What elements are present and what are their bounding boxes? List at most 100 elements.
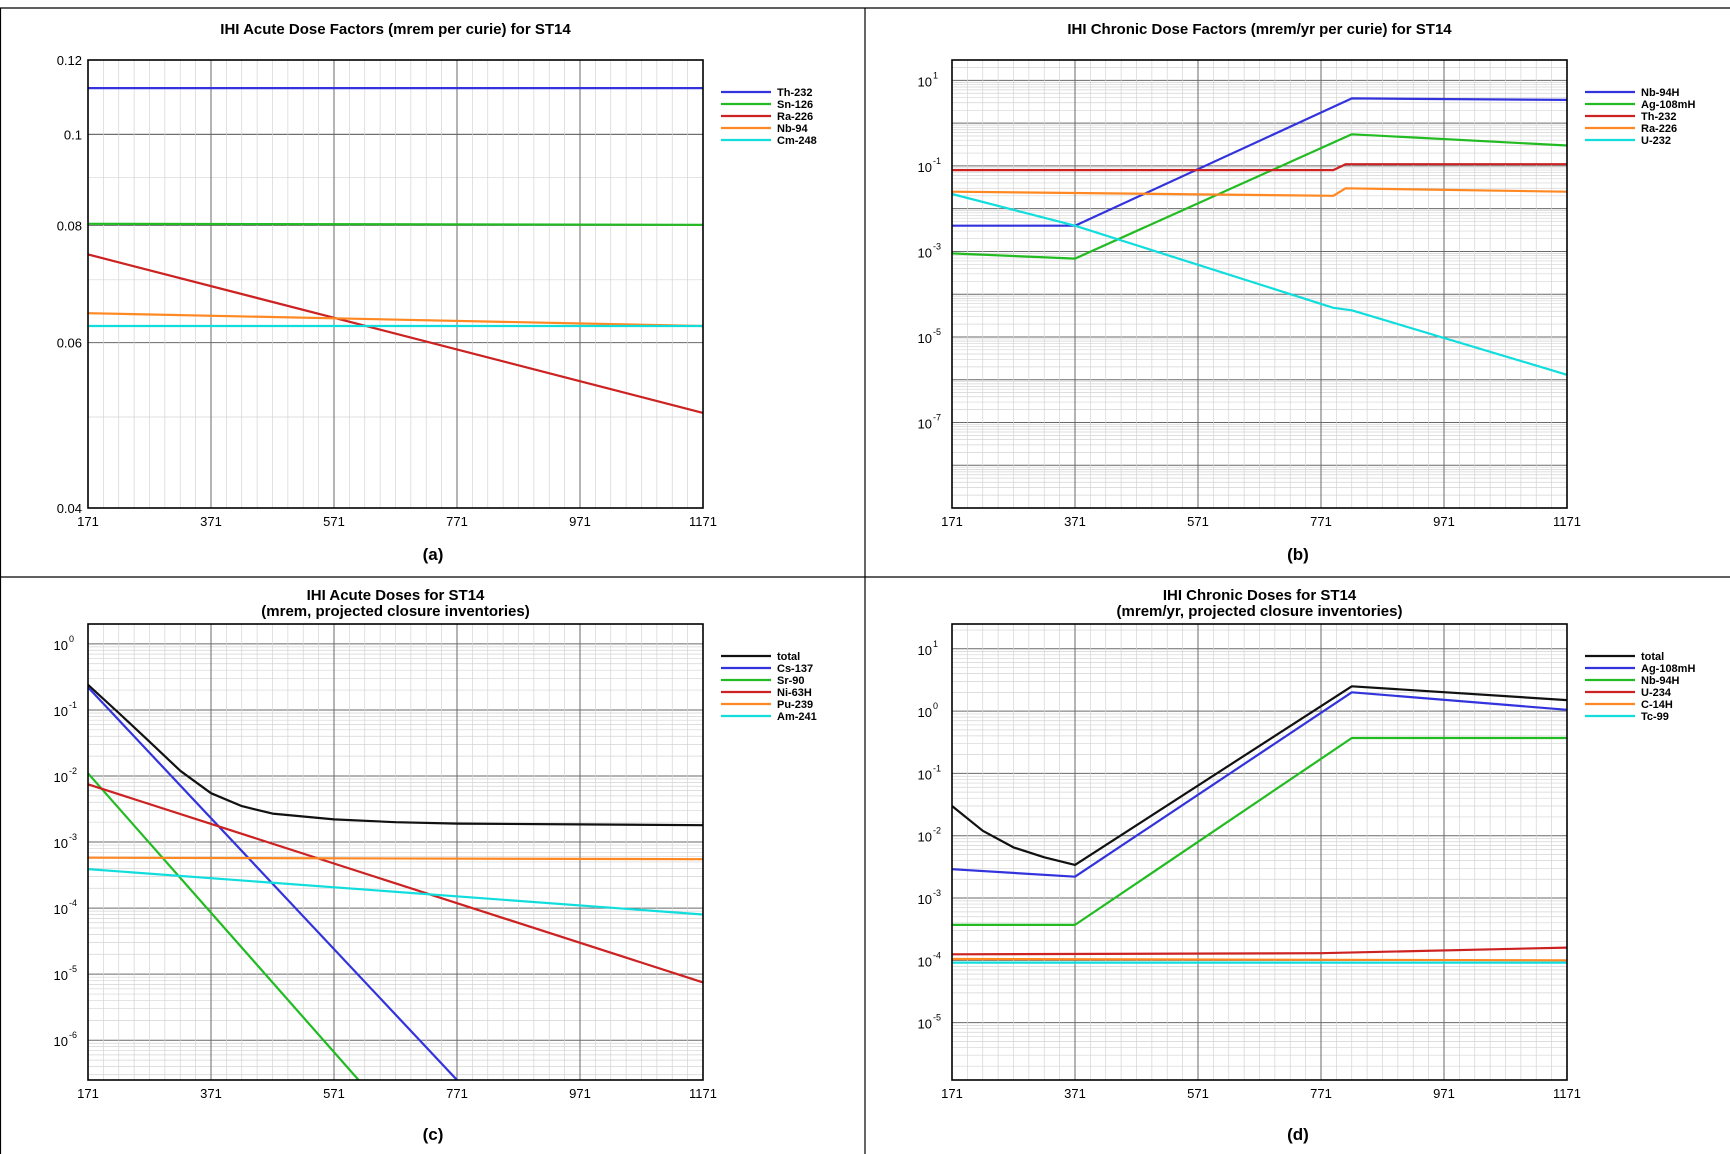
plot-frame [87, 59, 704, 509]
x-tick-label: 971 [1433, 1086, 1455, 1101]
series-line-nb-94 [87, 312, 704, 328]
y-tick-exponent: -3 [933, 888, 941, 898]
legend-label: Cm-248 [777, 135, 817, 147]
series-line-ag-108mh [951, 133, 1568, 260]
legend-label: Ag-108mH [1641, 99, 1695, 111]
y-tick-exponent: 1 [933, 639, 938, 649]
y-tick-label: 10 [54, 704, 68, 719]
chart-subtitle: (mrem, projected closure inventories) [261, 603, 529, 620]
y-tick-label: 0.12 [57, 53, 82, 68]
x-tick-label: 571 [323, 1086, 345, 1101]
x-tick-label: 1171 [689, 1086, 717, 1101]
y-tick-label: 0.04 [57, 501, 82, 516]
legend-label: Th-232 [1641, 111, 1676, 123]
y-tick-label: 10 [918, 830, 932, 845]
plot-frame [87, 623, 704, 1081]
legend-label: Sr-90 [777, 675, 805, 687]
legend-label: Ra-226 [1641, 123, 1677, 135]
x-tick-label: 971 [569, 1086, 591, 1101]
series-line-ra-226 [87, 253, 704, 414]
chart-title: IHI Chronic Doses for ST14 [1163, 587, 1357, 604]
panel-borders [0, 7, 1730, 1154]
chart-2: IHI Acute Doses for ST14(mrem, projected… [54, 587, 817, 1144]
grid [87, 59, 704, 509]
x-tick-label: 971 [569, 514, 591, 529]
panel-caption: (a) [423, 545, 444, 564]
legend-label: total [1641, 651, 1664, 663]
y-tick-label: 10 [918, 892, 932, 907]
panel-caption: (c) [423, 1125, 444, 1144]
y-tick-exponent: -1 [933, 763, 941, 773]
y-tick-exponent: 1 [933, 70, 938, 80]
chart-3: IHI Chronic Doses for ST14(mrem/yr, proj… [918, 587, 1696, 1144]
y-tick-exponent: -2 [69, 766, 77, 776]
series-line-nb-94h [952, 736, 1567, 927]
legend-label: Cs-137 [777, 663, 813, 675]
series-line-sr-90 [87, 772, 360, 1081]
y-tick-label: 10 [54, 638, 68, 653]
legend-label: total [777, 651, 800, 663]
legend-label: Ni-63H [777, 687, 812, 699]
x-tick-label: 371 [200, 514, 222, 529]
legend-label: Th-232 [777, 87, 812, 99]
legend-label: Tc-99 [1641, 711, 1669, 723]
series-line-total [87, 683, 704, 827]
series-line-c-14h [951, 957, 1568, 962]
y-tick-exponent: -1 [69, 700, 77, 710]
x-tick-label: 771 [1310, 514, 1332, 529]
y-tick-exponent: -3 [69, 832, 77, 842]
x-tick-label: 971 [1433, 514, 1455, 529]
legend-label: U-234 [1641, 687, 1672, 699]
y-tick-label: 10 [918, 160, 932, 175]
x-tick-label: 571 [1187, 514, 1209, 529]
y-tick-exponent: -5 [69, 964, 77, 974]
y-tick-label: 10 [918, 245, 932, 260]
x-tick-label: 371 [200, 1086, 222, 1101]
y-tick-label: 10 [918, 643, 932, 658]
x-tick-label: 171 [77, 514, 99, 529]
y-tick-label: 10 [918, 331, 932, 346]
grid [951, 624, 1568, 1080]
series-line-ni-63h [87, 783, 704, 984]
legend-label: Nb-94 [777, 123, 808, 135]
y-tick-exponent: -5 [933, 1013, 941, 1023]
y-tick-label: 10 [54, 770, 68, 785]
x-tick-label: 171 [941, 514, 963, 529]
x-tick-label: 771 [446, 514, 468, 529]
chart-title: IHI Acute Doses for ST14 [307, 587, 485, 604]
series-line-am-241 [87, 868, 704, 916]
legend-label: Ra-226 [777, 111, 813, 123]
chart-title: IHI Acute Dose Factors (mrem per curie) … [220, 21, 571, 38]
x-tick-label: 171 [941, 1086, 963, 1101]
y-tick-label: 10 [918, 767, 932, 782]
plot-frame [951, 59, 1568, 509]
y-tick-label: 10 [918, 416, 932, 431]
y-tick-label: 0.1 [64, 127, 82, 142]
chart-1: IHI Chronic Dose Factors (mrem/yr per cu… [918, 21, 1696, 564]
series-line-total [951, 685, 1568, 867]
x-tick-label: 771 [1310, 1086, 1332, 1101]
y-tick-exponent: -1 [933, 156, 941, 166]
x-tick-label: 771 [446, 1086, 468, 1101]
y-tick-label: 10 [918, 1017, 932, 1032]
y-tick-exponent: -5 [933, 327, 941, 337]
y-tick-label: 0.08 [57, 218, 82, 233]
legend-label: U-232 [1641, 135, 1671, 147]
chart-0: IHI Acute Dose Factors (mrem per curie) … [57, 21, 817, 564]
y-tick-label: 0.06 [57, 336, 82, 351]
x-tick-label: 1171 [1553, 1086, 1581, 1101]
legend-label: Nb-94H [1641, 675, 1680, 687]
panel-caption: (b) [1287, 545, 1309, 564]
legend-label: Am-241 [777, 711, 817, 723]
x-tick-label: 371 [1064, 1086, 1086, 1101]
panel-caption: (d) [1287, 1125, 1309, 1144]
series-line-u-232 [951, 192, 1568, 376]
y-tick-exponent: -3 [933, 241, 941, 251]
series-line-sn-126 [87, 222, 704, 226]
series-line-th-232 [952, 163, 1567, 172]
series-line-pu-239 [87, 856, 704, 861]
